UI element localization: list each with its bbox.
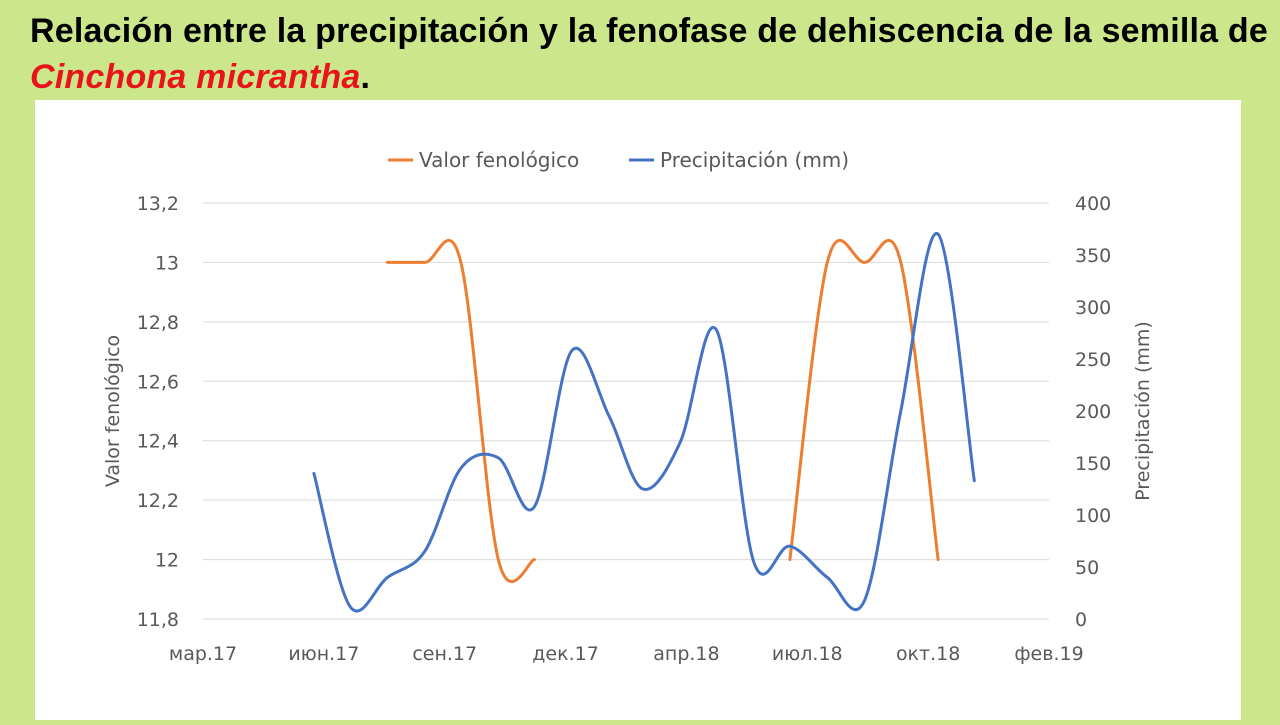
y-right-tick-label: 300 xyxy=(1075,297,1111,319)
y-right-tick-label: 0 xyxy=(1075,609,1087,631)
series-line-valor-fenologico xyxy=(788,239,940,562)
y-left-tick-label: 12,8 xyxy=(137,312,179,334)
y-right-tick-label: 200 xyxy=(1075,401,1111,423)
y-right-tick-label: 400 xyxy=(1075,193,1111,215)
title-main: Relación entre la precipitación y la fen… xyxy=(30,12,1268,50)
y-left-axis-title: Valor fenológico xyxy=(102,335,124,487)
y-right-tick-label: 100 xyxy=(1075,505,1111,527)
legend-item-precipitacion: Precipitación (mm) xyxy=(660,148,849,172)
y-right-tick-label: 50 xyxy=(1075,557,1099,579)
title-species: Cinchona micrantha xyxy=(30,58,361,96)
slide-title: Relación entre la precipitación y la fen… xyxy=(30,8,1270,100)
y-left-tick-label: 12,2 xyxy=(137,490,179,512)
y-left-tick-label: 13,2 xyxy=(137,193,179,215)
legend-item-valor-fenologico: Valor fenológico xyxy=(419,148,579,172)
x-tick-label: дек.17 xyxy=(532,643,599,665)
x-tick-label: апр.18 xyxy=(653,643,719,665)
x-tick-label: июл.18 xyxy=(772,643,843,665)
y-left-tick-label: 12,6 xyxy=(137,371,179,393)
y-right-axis-title: Precipitación (mm) xyxy=(1132,321,1154,501)
y-left-tick-label: 13 xyxy=(155,252,179,274)
y-right-tick-label: 350 xyxy=(1075,245,1111,267)
x-tick-label: июн.17 xyxy=(288,643,359,665)
chart-svg: 13,2 13 12,8 12,6 12,4 12,2 12 11,8 400 350 300 250… xyxy=(102,148,1154,665)
series-line-valor-fenologico xyxy=(385,239,536,583)
title-end: . xyxy=(360,58,371,96)
x-tick-label: фев.19 xyxy=(1014,643,1083,665)
series-line-precipitacion xyxy=(312,232,976,613)
y-right-tick-label: 150 xyxy=(1075,453,1111,475)
x-tick-label: мар.17 xyxy=(169,643,237,665)
chart-panel: 13,2 13 12,8 12,6 12,4 12,2 12 11,8 400 350 300 250… xyxy=(35,100,1241,720)
y-left-tick-label: 12 xyxy=(155,550,179,572)
y-right-tick-label: 250 xyxy=(1075,349,1111,371)
x-tick-label: окт.18 xyxy=(896,643,960,665)
y-left-tick-label: 12,4 xyxy=(137,431,179,453)
x-tick-label: сен.17 xyxy=(412,643,477,665)
y-left-tick-label: 11,8 xyxy=(137,609,179,631)
